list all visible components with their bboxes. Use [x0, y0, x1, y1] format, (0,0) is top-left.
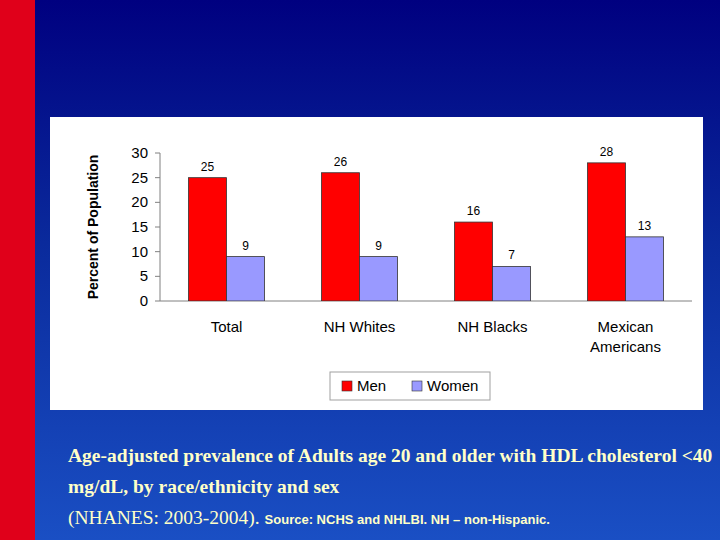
data-label: 7 — [508, 248, 515, 262]
legend-label: Men — [357, 377, 386, 394]
y-tick-label: 20 — [131, 193, 148, 210]
legend-swatch — [342, 381, 352, 391]
data-label: 28 — [600, 145, 614, 159]
legend-label: Women — [427, 377, 478, 394]
bar — [626, 237, 664, 301]
y-tick-label: 15 — [131, 218, 148, 235]
legend: Men Women — [330, 372, 490, 400]
red-strip — [0, 0, 35, 540]
y-tick — [155, 153, 160, 154]
data-label: 16 — [467, 204, 481, 218]
y-tick — [155, 276, 160, 277]
y-tick — [155, 251, 160, 252]
y-axis-label: Percent of Population — [85, 155, 101, 300]
x-tick-label: NH Blacks — [457, 318, 527, 335]
legend-swatch — [412, 381, 422, 391]
title: Age-adjusted prevalence of Adults age 20… — [68, 440, 713, 502]
bar — [588, 163, 626, 301]
data-labels: 25 26 16 28 9 9 7 13 — [201, 145, 652, 263]
y-tick — [155, 202, 160, 203]
y-tick-label: 0 — [140, 292, 148, 309]
x-tick-label-line: Americans — [590, 338, 661, 355]
caption-line: (NHANES: 2003-2004). Source: NCHS and NH… — [68, 502, 713, 535]
data-label: 26 — [334, 155, 348, 169]
y-tick-label: 25 — [131, 169, 148, 186]
data-label: 9 — [375, 239, 382, 253]
bar — [189, 178, 227, 301]
bar — [227, 257, 265, 301]
x-tick-label: NH Whites — [324, 318, 396, 335]
bar — [322, 173, 360, 301]
bars — [189, 163, 664, 301]
legend-box — [330, 372, 490, 400]
y-tick-label: 30 — [131, 144, 148, 161]
y-tick-label: 5 — [140, 267, 148, 284]
data-label: 25 — [201, 160, 215, 174]
bar — [455, 222, 493, 301]
y-tick-label: 10 — [131, 243, 148, 260]
data-label: 13 — [638, 219, 652, 233]
y-tick — [155, 177, 160, 178]
x-tick-label: Total — [211, 318, 243, 335]
y-tick — [155, 301, 160, 302]
slide: 051015202530Percent of Population2526162… — [0, 0, 720, 540]
data-label: 9 — [242, 239, 249, 253]
bar — [360, 257, 398, 301]
y-tick — [155, 227, 160, 228]
caption: Age-adjusted prevalence of Adults age 20… — [68, 440, 713, 535]
source-note: Source: NCHS and NHLBI. NH – non-Hispani… — [265, 512, 550, 527]
subtitle: (NHANES: 2003-2004). — [68, 507, 260, 528]
bar — [493, 266, 531, 301]
x-tick-label-line: Mexican — [598, 318, 654, 335]
x-tick-label: Mexican Americans — [590, 318, 661, 355]
